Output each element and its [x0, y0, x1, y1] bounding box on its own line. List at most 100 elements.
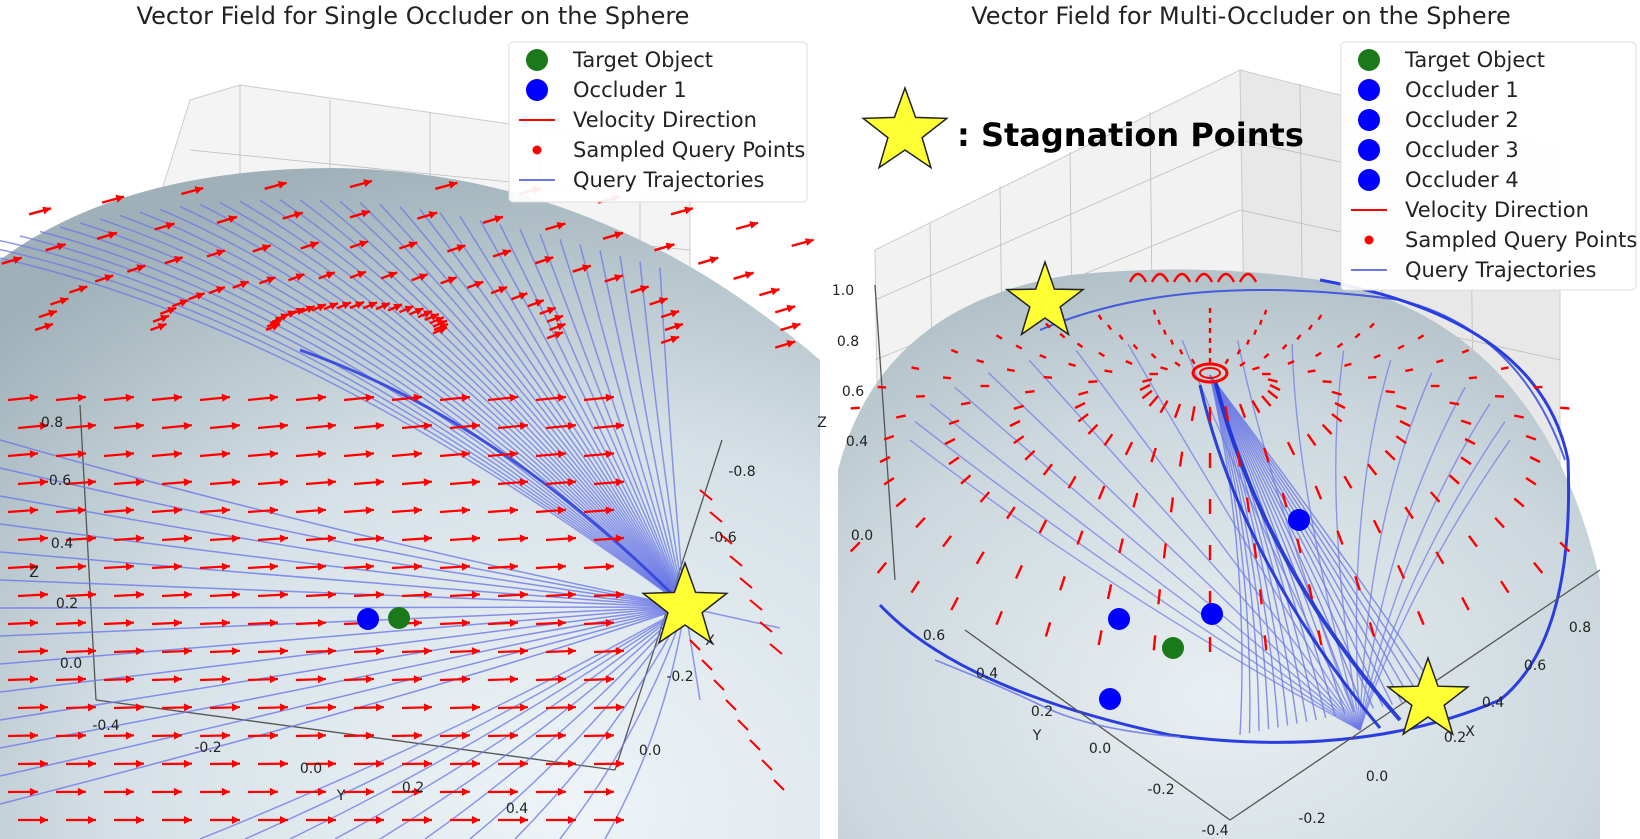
query-trajectory — [359, 202, 686, 608]
velocity-arrowhead — [125, 731, 134, 740]
velocity-arrowhead — [279, 534, 288, 543]
query-trajectory — [1213, 379, 1402, 722]
velocity-arrow — [749, 599, 763, 611]
velocity-arrowhead — [183, 759, 192, 768]
velocity-arrow — [1178, 349, 1184, 355]
velocity-arrow — [1059, 576, 1066, 591]
query-trajectory — [1198, 384, 1382, 729]
velocity-arrow — [689, 639, 701, 651]
velocity-arrowhead — [408, 241, 418, 249]
velocity-arrowhead — [29, 731, 38, 740]
velocity-arrowhead — [366, 787, 374, 796]
velocity-arrowhead — [519, 703, 528, 712]
velocity-arrow — [1124, 441, 1134, 456]
velocity-arrowhead — [269, 450, 278, 459]
velocity-arrowhead — [359, 240, 368, 248]
velocity-arrowhead — [295, 273, 305, 281]
right-occluder-2-marker — [1201, 603, 1223, 625]
velocity-arrow — [1190, 358, 1196, 365]
right-tick-label: 0.0 — [851, 528, 873, 544]
velocity-arrow — [1178, 451, 1184, 467]
query-trajectory — [0, 239, 686, 608]
query-trajectory — [159, 208, 686, 608]
velocity-arrow — [1435, 359, 1444, 364]
velocity-arrowhead — [461, 393, 470, 402]
velocity-arrowhead — [414, 787, 422, 796]
query-trajectory — [299, 199, 686, 608]
velocity-arrowhead — [519, 590, 528, 599]
right-tick-label: 0.4 — [976, 666, 998, 682]
velocity-arrowhead — [428, 211, 438, 219]
velocity-arrowhead — [509, 731, 518, 740]
right-legend-entry: Occluder 4 — [1358, 168, 1519, 192]
query-trajectory — [599, 249, 686, 608]
velocity-arrow — [1269, 383, 1281, 392]
velocity-arrowhead — [12, 256, 22, 264]
left-legend-entry: Sampled Query Points — [532, 138, 805, 162]
velocity-arrowhead — [173, 619, 182, 627]
query-trajectory — [334, 606, 686, 839]
velocity-arrowhead — [125, 450, 134, 459]
velocity-arrow — [1464, 437, 1476, 446]
query-trajectory — [559, 606, 686, 839]
query-trajectory — [514, 606, 686, 839]
velocity-arrowhead — [605, 675, 614, 684]
velocity-arrow — [1461, 596, 1470, 611]
velocity-arrow — [1251, 399, 1261, 414]
velocity-arrowhead — [261, 244, 271, 252]
velocity-arrow — [719, 533, 733, 545]
left-tick-label: 0.4 — [51, 536, 73, 552]
left-velocity-arrows — [1, 179, 815, 824]
query-trajectory — [179, 205, 686, 608]
velocity-arrowhead — [317, 506, 326, 515]
velocity-arrowhead — [567, 534, 576, 543]
velocity-arrowhead — [269, 506, 278, 515]
velocity-arrowhead — [87, 534, 96, 543]
velocity-arrowhead — [556, 222, 566, 230]
velocity-arrow — [713, 679, 725, 691]
velocity-arrowhead — [173, 506, 182, 515]
left-tick-label: 0.6 — [49, 473, 71, 489]
velocity-arrowhead — [125, 393, 134, 402]
velocity-arrowhead — [29, 450, 38, 459]
velocity-arrowhead — [309, 241, 319, 249]
velocity-arrow — [1106, 584, 1113, 600]
velocity-arrowhead — [519, 759, 528, 768]
query-trajectory — [1335, 350, 1361, 731]
query-trajectory — [399, 206, 686, 608]
velocity-arrowhead — [327, 534, 336, 543]
query-trajectory — [59, 226, 686, 608]
velocity-arrow — [1296, 538, 1302, 554]
velocity-arrow — [1067, 475, 1077, 489]
velocity-arrowhead — [423, 310, 432, 318]
velocity-arrow — [1417, 334, 1425, 340]
velocity-arrowhead — [744, 271, 754, 279]
velocity-arrowhead — [30, 787, 38, 796]
velocity-arrow — [910, 580, 921, 594]
velocity-arrow — [1321, 423, 1333, 435]
right-tick-label: X — [1465, 724, 1475, 740]
velocity-arrow — [1296, 334, 1302, 341]
velocity-arrow — [1336, 342, 1344, 349]
velocity-arrow — [1238, 403, 1247, 419]
velocity-arrow — [948, 419, 960, 426]
velocity-arrow — [1238, 272, 1258, 283]
velocity-arrowhead — [684, 206, 693, 215]
velocity-arrow — [1245, 497, 1251, 513]
left-tick-label: Y — [336, 788, 346, 804]
query-trajectory — [459, 215, 686, 608]
velocity-arrowhead — [317, 731, 326, 740]
velocity-arrowhead — [183, 422, 192, 430]
velocity-arrowhead — [231, 647, 240, 656]
velocity-arrow — [1025, 390, 1035, 394]
velocity-arrow — [1076, 530, 1084, 545]
grid-line — [874, 139, 1241, 301]
query-trajectory — [319, 199, 686, 608]
velocity-arrow — [1190, 406, 1196, 422]
velocity-arrow — [1152, 635, 1157, 651]
velocity-arrow — [1169, 339, 1175, 345]
velocity-arrowhead — [126, 787, 134, 796]
velocity-arrowhead — [39, 759, 48, 768]
velocity-arrowhead — [791, 322, 801, 331]
velocity-arrowhead — [518, 292, 528, 300]
